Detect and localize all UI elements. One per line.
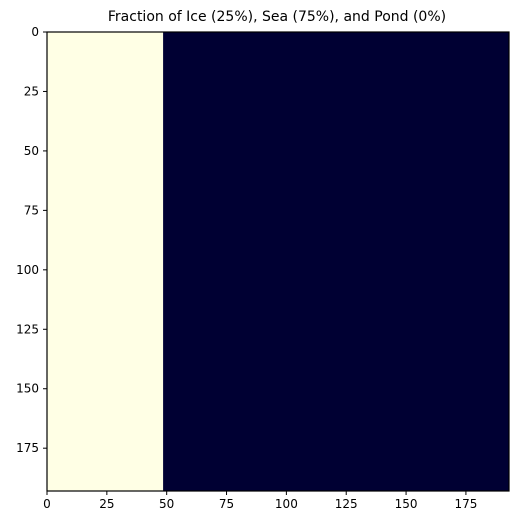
y-tick-label: 100 xyxy=(16,263,39,277)
x-tick-label: 125 xyxy=(335,497,358,511)
x-tick-label: 25 xyxy=(99,497,114,511)
y-tick-label: 0 xyxy=(31,25,39,39)
x-tick-label: 100 xyxy=(275,497,298,511)
x-axis: 0 25 50 75 100 125 150 175 xyxy=(43,491,477,511)
y-tick-label: 25 xyxy=(24,84,39,98)
plot-area xyxy=(47,32,509,491)
y-tick-label: 125 xyxy=(16,322,39,336)
heatmap-region-ice xyxy=(47,32,164,491)
x-tick-label: 75 xyxy=(219,497,234,511)
x-tick-label: 0 xyxy=(43,497,51,511)
y-tick-label: 150 xyxy=(16,382,39,396)
x-tick-label: 50 xyxy=(159,497,174,511)
y-tick-label: 75 xyxy=(24,203,39,217)
y-tick-label: 50 xyxy=(24,144,39,158)
heatmap-region-sea xyxy=(163,32,509,491)
plot-frame xyxy=(46,31,510,492)
chart-title: Fraction of Ice (25%), Sea (75%), and Po… xyxy=(108,9,446,25)
y-tick-label: 175 xyxy=(16,441,39,455)
y-axis: 0 25 50 75 100 125 150 175 xyxy=(16,25,47,455)
x-tick-label: 175 xyxy=(454,497,477,511)
x-tick-label: 150 xyxy=(395,497,418,511)
